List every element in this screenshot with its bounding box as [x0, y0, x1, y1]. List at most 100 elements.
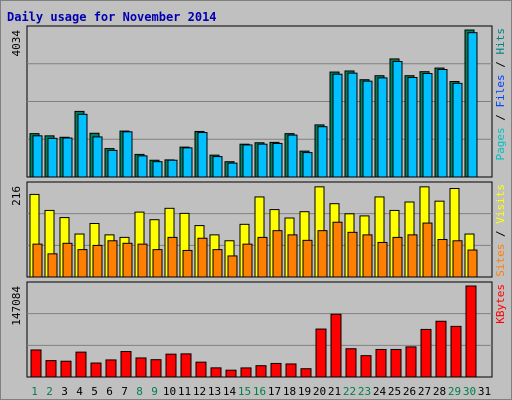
x-tick-label-9: 9	[151, 385, 158, 398]
panel-visits-legend: Sites / Visits	[494, 184, 507, 277]
panel-kbytes: 147084 KBytes	[10, 281, 507, 378]
bar-hits-files-day-17	[272, 142, 283, 178]
x-tick-label-10: 10	[163, 385, 176, 398]
x-tick-label-6: 6	[106, 385, 113, 398]
panel-hits-legend: Pages / Files / Hits	[494, 28, 507, 161]
bar-hits-files-day-26	[407, 77, 418, 178]
legend-kbytes: KBytes	[494, 284, 507, 324]
bar-visits-sites-day-30	[467, 249, 478, 278]
x-tick-label-14: 14	[223, 385, 237, 398]
x-tick-label-25: 25	[388, 385, 401, 398]
bar-kbytes-kbytes-day-1	[30, 349, 42, 378]
x-tick-label-17: 17	[268, 385, 281, 398]
bar-kbytes-kbytes-day-4	[75, 351, 87, 378]
bar-kbytes-kbytes-day-6	[105, 359, 117, 378]
panel-visits: 216 Sites / Visits	[10, 181, 507, 278]
legend-hits: Hits	[494, 28, 507, 55]
bar-hits-files-day-3	[62, 137, 73, 178]
bar-visits-sites-day-19	[302, 239, 313, 278]
bar-visits-sites-day-18	[287, 234, 298, 278]
bar-visits-sites-day-28	[437, 239, 448, 278]
bar-kbytes-kbytes-day-8	[135, 357, 147, 378]
legend-pages: Pages	[494, 127, 507, 160]
bar-kbytes-kbytes-day-3	[60, 360, 72, 378]
bar-hits-files-day-12	[197, 132, 208, 178]
legend-visits: Visits	[494, 184, 507, 224]
legend-separator: /	[494, 108, 507, 128]
x-tick-label-11: 11	[178, 385, 191, 398]
bar-visits-sites-day-11	[182, 249, 193, 278]
bar-visits-sites-day-23	[362, 234, 373, 278]
bar-kbytes-kbytes-day-19	[300, 368, 312, 378]
bar-visits-sites-day-27	[422, 222, 433, 278]
x-tick-label-22: 22	[343, 385, 356, 398]
x-tick-label-12: 12	[193, 385, 206, 398]
bar-visits-sites-day-7	[122, 242, 133, 278]
x-tick-label-28: 28	[433, 385, 446, 398]
bar-visits-sites-day-4	[77, 249, 88, 278]
bar-kbytes-kbytes-day-20	[315, 328, 327, 378]
bar-hits-files-day-24	[377, 77, 388, 178]
x-tick-label-16: 16	[253, 385, 266, 398]
bar-hits-files-day-30	[467, 32, 478, 178]
bar-visits-sites-day-20	[317, 230, 328, 278]
legend-separator: /	[494, 55, 507, 75]
legend-files: Files	[494, 74, 507, 107]
bar-kbytes-kbytes-day-18	[285, 363, 297, 378]
bar-hits-files-day-1	[32, 135, 43, 178]
bar-kbytes-kbytes-day-5	[90, 362, 102, 378]
x-tick-label-27: 27	[418, 385, 431, 398]
bar-kbytes-kbytes-day-7	[120, 351, 132, 378]
legend-separator: /	[494, 224, 507, 244]
bar-kbytes-kbytes-day-10	[165, 353, 177, 378]
panel-kbytes-legend: KBytes	[494, 284, 507, 324]
chart-title: Daily usage for November 2014	[7, 10, 217, 24]
panel-kbytes-ymax-label: 147084	[10, 286, 23, 326]
bar-kbytes-kbytes-day-9	[150, 359, 162, 378]
x-tick-label-13: 13	[208, 385, 221, 398]
bar-visits-sites-day-29	[452, 240, 463, 278]
bar-visits-sites-day-9	[152, 249, 163, 278]
bar-visits-sites-day-13	[212, 249, 223, 278]
bar-visits-sites-day-2	[47, 253, 58, 278]
bar-kbytes-kbytes-day-27	[420, 328, 432, 378]
x-tick-label-26: 26	[403, 385, 416, 398]
x-tick-label-15: 15	[238, 385, 251, 398]
bar-hits-files-day-27	[422, 73, 433, 178]
bar-kbytes-kbytes-day-24	[375, 348, 387, 378]
bar-kbytes-kbytes-day-23	[360, 355, 372, 378]
bar-kbytes-kbytes-day-22	[345, 348, 357, 378]
bar-kbytes-kbytes-day-11	[180, 353, 192, 378]
bar-visits-sites-day-22	[347, 231, 358, 278]
x-tick-label-30: 30	[463, 385, 476, 398]
legend-sites: Sites	[494, 244, 507, 277]
bar-kbytes-kbytes-day-29	[450, 325, 462, 378]
bar-kbytes-kbytes-day-14	[225, 369, 237, 378]
x-tick-label-23: 23	[358, 385, 371, 398]
x-tick-label-8: 8	[136, 385, 143, 398]
bar-hits-files-day-29	[452, 82, 463, 178]
bar-visits-sites-day-26	[407, 234, 418, 278]
x-tick-label-1: 1	[31, 385, 38, 398]
bar-visits-sites-day-8	[137, 243, 148, 278]
bar-hits-files-day-15	[242, 144, 253, 178]
bar-hits-files-day-9	[152, 161, 163, 178]
bar-hits-files-day-23	[362, 80, 373, 178]
bar-visits-sites-day-21	[332, 221, 343, 278]
bar-kbytes-kbytes-day-28	[435, 320, 447, 378]
x-tick-label-29: 29	[448, 385, 461, 398]
panel-hits: 4034 Pages / Files / Hits	[10, 25, 507, 178]
bar-hits-files-day-25	[392, 60, 403, 178]
bar-hits-files-day-7	[122, 131, 133, 178]
bar-kbytes-kbytes-day-17	[270, 362, 282, 378]
bar-hits-files-day-16	[257, 143, 268, 178]
bar-visits-sites-day-16	[257, 236, 268, 278]
bar-hits-files-day-8	[137, 155, 148, 178]
bar-visits-sites-day-25	[392, 236, 403, 278]
x-tick-label-21: 21	[328, 385, 341, 398]
bar-hits-files-day-13	[212, 156, 223, 178]
bar-kbytes-kbytes-day-25	[390, 348, 402, 378]
bar-kbytes-kbytes-day-12	[195, 361, 207, 378]
panel-hits-ymax-label: 4034	[10, 30, 23, 57]
